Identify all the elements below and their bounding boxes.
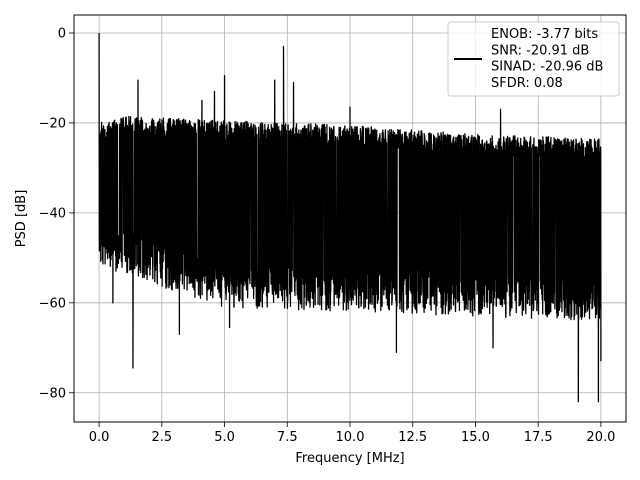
y-axis-label: PSD [dB] — [14, 190, 29, 248]
x-tick-label: 2.5 — [151, 430, 172, 445]
y-tick-label: −80 — [39, 386, 66, 401]
legend: ENOB: -3.77 bits SNR: -20.91 dB SINAD: -… — [447, 21, 620, 97]
legend-enob: ENOB: -3.77 bits — [491, 27, 598, 42]
x-axis-ticks: 0.0 2.5 5.0 7.5 10.0 12.5 15.0 17.5 20.0 — [89, 422, 615, 445]
x-tick-label: 17.5 — [524, 430, 553, 445]
y-tick-label: 0 — [58, 26, 66, 41]
x-tick-label: 7.5 — [277, 430, 298, 445]
y-tick-label: −60 — [39, 296, 66, 311]
x-tick-label: 15.0 — [461, 430, 490, 445]
legend-box — [447, 21, 620, 97]
psd-series-line — [98, 32, 602, 403]
legend-sinad: SINAD: -20.96 dB — [491, 60, 603, 75]
legend-snr: SNR: -20.91 dB — [491, 43, 589, 58]
psd-trace — [98, 32, 602, 403]
legend-sfdr: SFDR: 0.08 — [491, 76, 563, 91]
x-tick-label: 20.0 — [586, 430, 615, 445]
y-tick-label: −40 — [39, 206, 66, 221]
y-axis-ticks: 0 −20 −40 −60 −80 — [39, 26, 74, 401]
x-tick-label: 12.5 — [398, 430, 427, 445]
y-tick-label: −20 — [39, 116, 66, 131]
x-axis-label: Frequency [MHz] — [295, 451, 404, 466]
x-tick-label: 10.0 — [336, 430, 365, 445]
x-tick-label: 0.0 — [89, 430, 110, 445]
x-tick-label: 5.0 — [214, 430, 235, 445]
